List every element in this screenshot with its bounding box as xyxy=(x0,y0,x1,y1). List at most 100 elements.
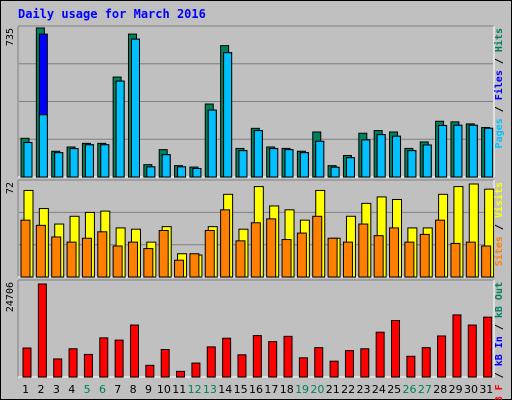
bar-sites-day-19 xyxy=(296,232,307,278)
x-tick-label-day-17: 17 xyxy=(264,383,278,396)
bar-pages-day-11 xyxy=(177,166,187,178)
x-tick-label-day-31: 31 xyxy=(479,383,493,396)
x-tick-label-day-9: 9 xyxy=(145,383,152,396)
bar-kb-out-day-10 xyxy=(160,349,170,378)
bar-kb-out-day-21 xyxy=(329,360,339,378)
y-scale-label-2: 72 xyxy=(5,182,16,194)
bar-kb-out-day-9 xyxy=(145,364,155,378)
x-tick-label-day-21: 21 xyxy=(326,383,340,396)
bar-sites-day-5 xyxy=(81,237,92,278)
bar-kb-out-day-13 xyxy=(206,346,216,378)
bar-pages-day-4 xyxy=(69,148,79,178)
legend-1: Pages / Files / Hits xyxy=(493,28,505,148)
x-tick-label-day-19: 19 xyxy=(295,383,309,396)
x-tick-label-day-5: 5 xyxy=(84,383,91,396)
bar-sites-day-26 xyxy=(404,241,415,278)
bar-pages-day-22 xyxy=(345,157,355,178)
bar-kb-out-day-22 xyxy=(344,350,354,378)
x-tick-label-day-10: 10 xyxy=(157,383,171,396)
bar-sites-day-10 xyxy=(158,230,169,278)
bar-pages-day-14 xyxy=(223,52,233,178)
bar-sites-day-11 xyxy=(174,259,185,278)
bar-pages-day-25 xyxy=(392,135,402,178)
x-tick-label-day-13: 13 xyxy=(203,383,217,396)
x-tick-label-day-28: 28 xyxy=(433,383,447,396)
legend-item-kb-out: kB Out xyxy=(494,282,505,318)
legend-separator: / xyxy=(494,100,505,118)
bar-kb-out-day-2 xyxy=(37,283,47,378)
bar-pages-day-8 xyxy=(130,38,140,178)
bar-pages-day-16 xyxy=(253,130,263,178)
legend-2: Sites / Visits xyxy=(493,182,505,266)
bar-sites-day-6 xyxy=(97,231,108,278)
bar-kb-out-day-17 xyxy=(268,341,278,378)
bar-kb-out-day-26 xyxy=(406,355,416,378)
legend-item-kb-in: kB In xyxy=(494,336,505,366)
legend-item-kb-f: kB F xyxy=(494,384,505,400)
legend-item-files: Files xyxy=(493,70,505,100)
x-tick-label-day-25: 25 xyxy=(387,383,401,396)
bar-pages-day-27 xyxy=(422,144,432,178)
bar-kb-out-day-30 xyxy=(467,324,477,378)
bar-pages-day-29 xyxy=(453,124,463,178)
bar-pages-day-30 xyxy=(468,124,478,178)
bar-sites-day-7 xyxy=(112,245,123,278)
bar-pages-day-28 xyxy=(438,125,448,178)
bar-kb-out-day-27 xyxy=(421,347,431,378)
bar-sites-day-16 xyxy=(250,222,261,278)
bar-sites-day-12 xyxy=(189,253,200,278)
bar-kb-out-day-29 xyxy=(452,314,462,378)
bar-kb-out-day-4 xyxy=(68,348,78,378)
x-tick-label-day-26: 26 xyxy=(403,383,417,396)
bar-kb-out-day-7 xyxy=(114,339,124,378)
bar-kb-out-day-14 xyxy=(222,337,232,378)
bar-kb-out-day-28 xyxy=(437,335,447,378)
bar-sites-day-23 xyxy=(358,223,369,278)
bar-sites-day-21 xyxy=(327,237,338,278)
x-tick-label-day-11: 11 xyxy=(172,383,186,396)
bar-pages-day-3 xyxy=(54,152,64,178)
bar-pages-day-9 xyxy=(146,166,156,178)
bar-sites-day-13 xyxy=(204,230,215,278)
bar-sites-day-9 xyxy=(143,248,154,278)
x-tick-label-day-16: 16 xyxy=(249,383,263,396)
legend-separator: / xyxy=(494,52,505,70)
bar-sites-day-31 xyxy=(481,245,492,278)
bar-kb-out-day-24 xyxy=(375,331,385,378)
bar-pages-day-18 xyxy=(284,149,294,178)
x-tick-label-day-23: 23 xyxy=(356,383,370,396)
bar-sites-day-1 xyxy=(20,219,31,278)
x-tick-label-day-2: 2 xyxy=(38,383,45,396)
x-tick-label-day-3: 3 xyxy=(53,383,60,396)
bar-kb-out-day-12 xyxy=(191,362,201,378)
bar-sites-day-30 xyxy=(465,241,476,278)
x-tick-label-day-30: 30 xyxy=(464,383,478,396)
bar-sites-day-2 xyxy=(35,224,46,278)
legend-item-sites: Sites xyxy=(493,236,505,266)
bar-kb-out-day-18 xyxy=(283,335,293,378)
x-tick-label-day-14: 14 xyxy=(218,383,232,396)
bar-pages-day-23 xyxy=(361,139,371,178)
bar-kb-out-day-25 xyxy=(391,320,401,378)
legend-separator: / xyxy=(494,218,505,236)
bar-sites-day-4 xyxy=(66,241,77,278)
x-tick-label-day-1: 1 xyxy=(22,383,29,396)
x-tick-label-day-27: 27 xyxy=(418,383,432,396)
bar-kb-out-day-16 xyxy=(252,335,262,378)
x-tick-label-day-24: 24 xyxy=(372,383,386,396)
bar-sites-day-8 xyxy=(127,241,138,278)
bar-pages-day-15 xyxy=(238,150,248,178)
x-tick-label-day-7: 7 xyxy=(114,383,121,396)
bar-sites-day-28 xyxy=(435,219,446,278)
bar-pages-day-26 xyxy=(407,150,417,178)
bar-sites-day-24 xyxy=(373,235,384,278)
bar-pages-day-21 xyxy=(330,166,340,178)
bar-kb-out-day-6 xyxy=(99,337,109,378)
bar-pages-day-17 xyxy=(269,148,279,178)
bar-pages-day-2 xyxy=(38,114,48,178)
bar-kb-out-day-3 xyxy=(53,358,63,378)
x-tick-label-day-18: 18 xyxy=(280,383,294,396)
legend-item-hits: Hits xyxy=(493,28,505,52)
bar-kb-out-day-23 xyxy=(360,348,370,378)
bar-sites-day-20 xyxy=(312,215,323,278)
